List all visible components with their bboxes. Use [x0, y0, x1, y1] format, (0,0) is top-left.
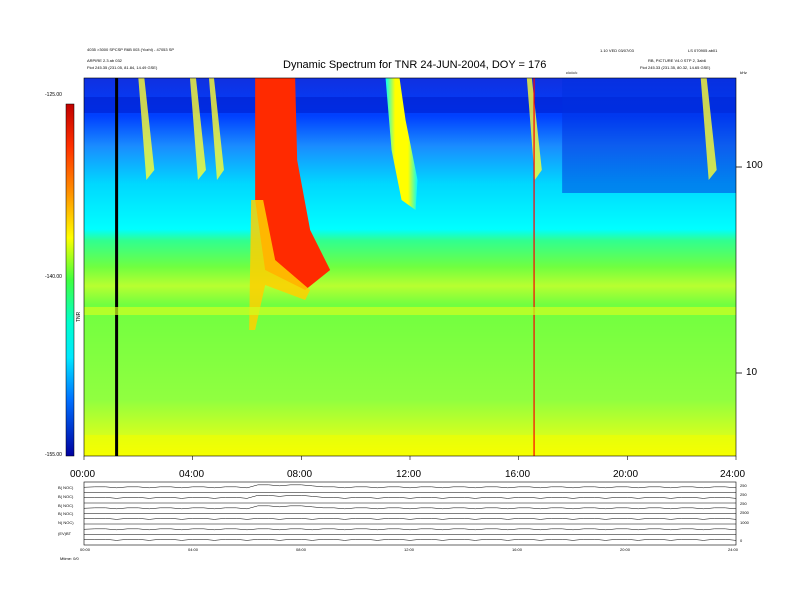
lower-x-tick-5: 20:00 [620, 547, 631, 552]
x-tick-0: 00:00 [70, 469, 96, 480]
lower-x-tick-2: 08:00 [296, 547, 307, 552]
lower-x-tick-4: 16:00 [512, 547, 523, 552]
x-tick-4: 16:00 [505, 469, 531, 480]
data-gap-line-1 [533, 78, 535, 456]
y-tick-100: 100 [746, 160, 763, 171]
panel-right-5: 1000 [740, 520, 749, 525]
panel-label-2: B( NOC) [58, 494, 74, 499]
lower-x-tick-0: 00:00 [80, 547, 91, 552]
khz-label: kHz [740, 70, 747, 75]
lower-panel-trace-0 [83, 484, 737, 489]
burst-streak-2 [208, 78, 224, 180]
panel-label-1: B( NOC) [58, 485, 74, 490]
lower-x-tick-6: 24:00 [728, 547, 739, 552]
chart-title: Dynamic Spectrum for TNR 24-JUN-2004, DO… [283, 59, 547, 71]
header-left-line1: 4035 >3000 SPCSP R6B 003 (Yozhi) - 47053… [87, 47, 175, 52]
lower-panel-trace-3 [83, 518, 737, 520]
panel-right-2: 250 [740, 492, 747, 497]
x-tick-5: 20:00 [613, 469, 639, 480]
x-tick-2: 08:00 [287, 469, 313, 480]
header-left-line3: Ftot 245.35 (231.05, 81.84, 14.49 GSE) [87, 65, 158, 70]
burst-red-main [255, 78, 331, 290]
burst-streak-0 [138, 78, 155, 180]
data-gap-line-0 [115, 78, 119, 456]
header-right-line2: LS 070905 ab01 [688, 48, 718, 53]
colorbar-tick-top: -125.00 [45, 92, 62, 98]
lower-x-tick-1: 04:00 [188, 547, 199, 552]
lower-x-tick-3: 12:00 [404, 547, 415, 552]
panel-label-6: (EV)BT [58, 531, 72, 536]
panel-label-3: B( NOC) [58, 503, 74, 508]
header-right-line3: RB, PICTURE V4.0 STP 2, 3ab6 [648, 58, 706, 63]
y-tick-10: 10 [746, 367, 758, 378]
panel-right-6: 0 [740, 538, 743, 543]
burst-streak-4 [700, 78, 717, 180]
header-right-line1: 1.10 VED 03/07/03 [600, 48, 634, 53]
panel-label-4: B( NOC) [58, 511, 74, 516]
lower-panel-trace-5 [83, 539, 737, 541]
lower-panel-trace-1 [83, 495, 737, 499]
panel-right-4: 2500 [740, 510, 749, 515]
plasma-line-band [84, 306, 736, 315]
colorbar-tick-bottom: -155.00 [45, 452, 62, 458]
lower-panel-trace-4 [83, 528, 737, 531]
header-left-line2: ARPIRE 2.3 ab 032 [87, 58, 122, 63]
colorbar [66, 104, 74, 456]
panel-label-5: N( NOC) [58, 520, 74, 525]
x-tick-6: 24:00 [720, 469, 746, 480]
heatmap-floor [84, 435, 736, 456]
units-label: c/c/c/c [566, 70, 578, 75]
lower-panel-trace-2 [83, 505, 737, 510]
colorbar-frame [65, 103, 75, 457]
burst-streak-1 [189, 78, 206, 180]
panel-right-1: 250 [740, 483, 747, 488]
burst-yellow-tail [249, 200, 311, 330]
burst-yellow-2 [385, 78, 418, 210]
colorbar-tick-mid: -140.00 [45, 274, 62, 280]
footer-left: Mtime: 0/0 [60, 556, 79, 561]
x-tick-3: 12:00 [396, 469, 422, 480]
x-tick-1: 04:00 [179, 469, 205, 480]
header-right-line4: Ftot 245.33 (231.35, 80.32, 14.65 GSE) [640, 65, 711, 70]
panel-right-3: 250 [740, 501, 747, 506]
